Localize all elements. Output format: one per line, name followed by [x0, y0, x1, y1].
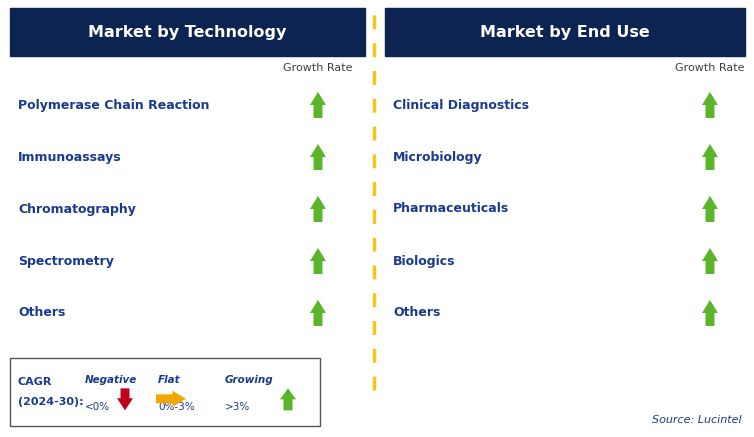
Polygon shape [280, 388, 296, 410]
Text: 0%-3%: 0%-3% [158, 402, 195, 412]
Polygon shape [702, 92, 718, 118]
Text: Chromatography: Chromatography [18, 202, 136, 215]
Polygon shape [156, 391, 186, 407]
Bar [385, 8, 745, 56]
Text: Growing: Growing [225, 375, 274, 385]
Text: Polymerase Chain Reaction: Polymerase Chain Reaction [18, 98, 210, 111]
Text: Market by End Use: Market by End Use [480, 24, 650, 39]
Polygon shape [310, 248, 326, 274]
Text: <0%: <0% [85, 402, 110, 412]
Text: Market by Technology: Market by Technology [88, 24, 287, 39]
Polygon shape [310, 300, 326, 326]
Polygon shape [117, 388, 133, 410]
Text: Clinical Diagnostics: Clinical Diagnostics [393, 98, 529, 111]
Text: Flat: Flat [158, 375, 181, 385]
Text: (2024-30):: (2024-30): [18, 397, 84, 407]
Text: Others: Others [393, 306, 440, 319]
Text: Microbiology: Microbiology [393, 150, 483, 163]
Text: Pharmaceuticals: Pharmaceuticals [393, 202, 509, 215]
Text: >3%: >3% [225, 402, 250, 412]
Text: Growth Rate: Growth Rate [284, 63, 353, 73]
Text: Negative: Negative [85, 375, 137, 385]
Text: CAGR: CAGR [18, 377, 52, 387]
Polygon shape [702, 144, 718, 170]
Text: Immunoassays: Immunoassays [18, 150, 121, 163]
Polygon shape [702, 196, 718, 222]
Polygon shape [310, 92, 326, 118]
Polygon shape [310, 144, 326, 170]
Text: Spectrometry: Spectrometry [18, 254, 114, 267]
Polygon shape [310, 196, 326, 222]
Polygon shape [702, 300, 718, 326]
Polygon shape [702, 248, 718, 274]
Text: Growth Rate: Growth Rate [676, 63, 745, 73]
Text: Others: Others [18, 306, 66, 319]
Bar [10, 8, 365, 56]
Bar [10, 358, 320, 426]
Text: Biologics: Biologics [393, 254, 455, 267]
Text: Source: Lucintel: Source: Lucintel [652, 415, 742, 425]
